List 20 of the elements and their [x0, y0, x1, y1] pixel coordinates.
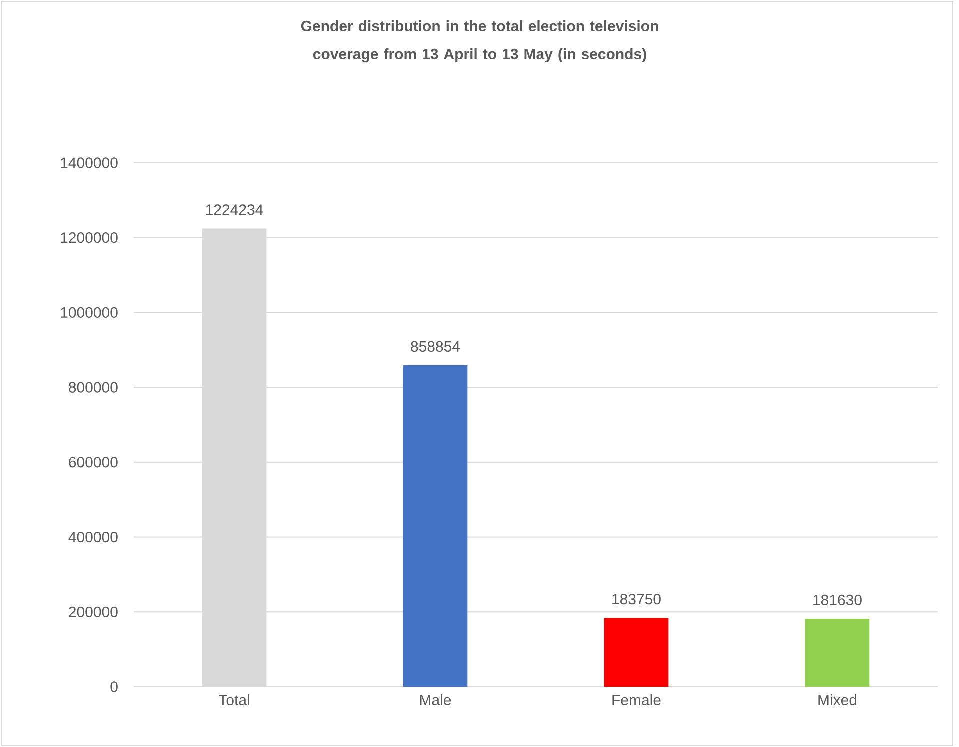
bar [604, 618, 669, 687]
bar [403, 366, 468, 687]
y-tick-label: 200000 [69, 606, 118, 618]
y-tick-label: 600000 [69, 457, 118, 468]
chart-title: Gender distribution in the total election television coverage from 13 April to 13 May (in seconds) [301, 20, 658, 63]
y-tick-label: 400000 [68, 532, 118, 543]
bar [805, 619, 870, 687]
data-label: 181630 [814, 594, 862, 606]
data-label: 183750 [612, 594, 661, 605]
y-tick-label: 1400000 [61, 158, 118, 168]
y-tick-label: 1000000 [61, 307, 118, 318]
data-label: 858854 [411, 341, 460, 352]
data-label: 1224234 [206, 204, 264, 216]
y-tick-label: 800000 [69, 382, 118, 393]
y-tick-label: 0 [110, 682, 118, 692]
x-tick-label: Total [218, 694, 250, 706]
x-tick-label: Male [420, 694, 452, 706]
x-tick-label: Mixed [818, 694, 857, 706]
x-tick-label: Female [612, 694, 661, 706]
y-tick-label: 1200000 [61, 232, 118, 244]
